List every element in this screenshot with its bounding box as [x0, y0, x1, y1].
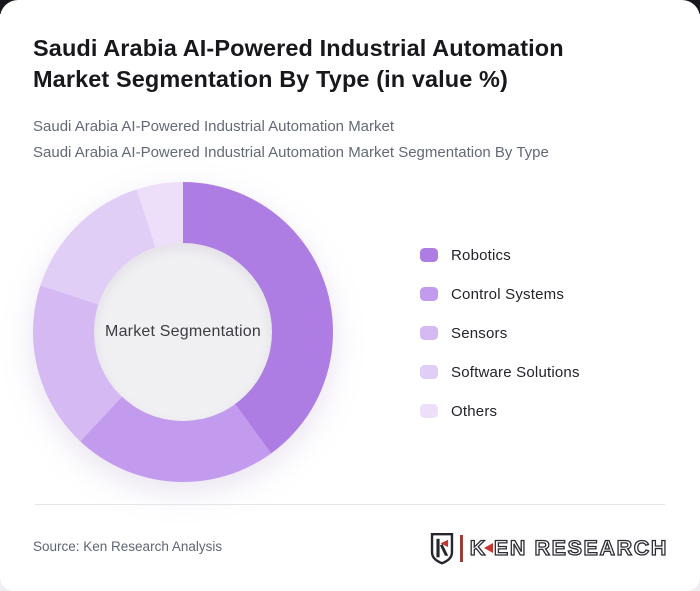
legend-swatch — [420, 404, 438, 418]
source-text: Source: Ken Research Analysis — [33, 539, 223, 554]
legend-label: Sensors — [451, 324, 508, 342]
logo-wordmark-rest: EN RESEARCH — [493, 535, 668, 560]
legend: Robotics Control Systems Sensors Software S… — [420, 246, 580, 420]
legend-swatch — [420, 287, 438, 301]
legend-swatch — [420, 326, 438, 340]
chart-subtitle-line1: Saudi Arabia AI-Powered Industrial Autom… — [33, 118, 395, 135]
legend-label: Control Systems — [451, 285, 565, 303]
footer-divider — [35, 504, 665, 505]
logo-red-triangle-icon — [483, 543, 493, 553]
legend-label: Software Solutions — [451, 363, 580, 381]
donut-chart[interactable]: Market Segmentation — [33, 182, 333, 482]
logo-letter-k: K — [469, 535, 487, 560]
ken-research-shield-icon — [431, 532, 454, 565]
logo-divider — [460, 534, 463, 562]
ken-research-logo: K EN RESEARCH — [430, 530, 668, 566]
donut-center: Market Segmentation — [94, 243, 272, 421]
legend-item-others[interactable]: Others — [420, 402, 580, 420]
legend-item-sensors[interactable]: Sensors — [420, 324, 580, 342]
page-title: Saudi Arabia AI-Powered Industrial Autom… — [33, 35, 564, 92]
chart-subtitles: Saudi Arabia AI-Powered Industrial Autom… — [33, 114, 549, 165]
legend-swatch — [420, 365, 438, 379]
logo-wordmark: K EN RESEARCH — [469, 535, 668, 561]
legend-item-control-systems[interactable]: Control Systems — [420, 285, 580, 303]
legend-item-robotics[interactable]: Robotics — [420, 246, 580, 264]
legend-swatch — [420, 248, 438, 262]
donut-center-label: Market Segmentation — [105, 323, 261, 340]
legend-item-software-solutions[interactable]: Software Solutions — [420, 363, 580, 381]
chart-subtitle-line2: Saudi Arabia AI-Powered Industrial Autom… — [33, 143, 549, 161]
legend-label: Others — [451, 402, 498, 420]
legend-label: Robotics — [451, 246, 511, 264]
